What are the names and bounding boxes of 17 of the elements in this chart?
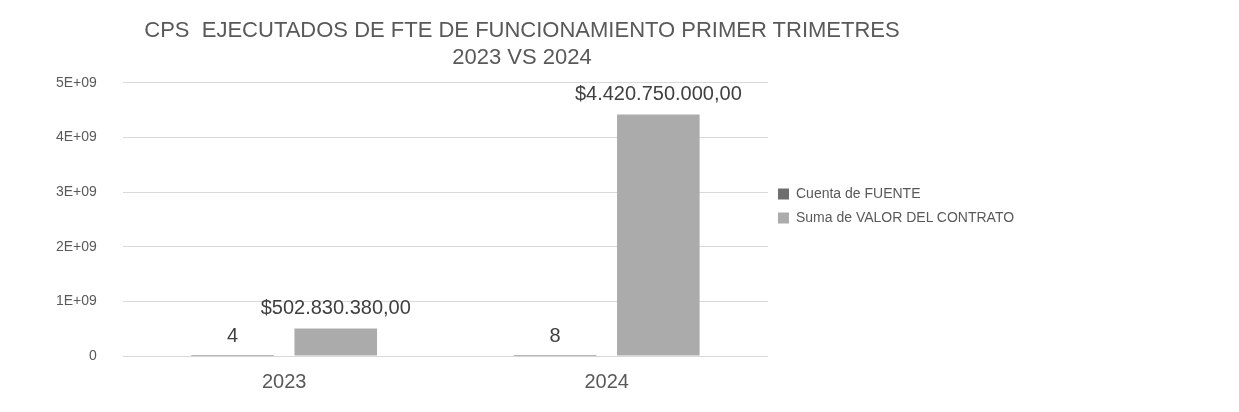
- data-label: 4: [226, 323, 239, 346]
- y-tick-label: 5E+09: [56, 73, 98, 90]
- chart-title: CPS EJECUTADOS DE FTE DE FUNCIONAMIENTO PRIMER TRIMETRES 2023 VS 2024: [144, 17, 900, 69]
- x-tick-label: 2023: [261, 369, 307, 392]
- bar: [617, 114, 700, 356]
- y-tick-label: 2E+09: [56, 237, 98, 254]
- y-tick-label: 3E+09: [56, 182, 98, 199]
- data-label: 8: [549, 323, 561, 346]
- y-tick-label: 4E+09: [56, 128, 98, 145]
- bar: [294, 328, 378, 356]
- data-label: $502.830.380,00: [260, 296, 411, 319]
- x-tick-label: 2024: [584, 369, 629, 392]
- y-tick-label: 0: [89, 346, 98, 363]
- data-label: $4.420.750.000,00: [574, 81, 742, 104]
- legend-label: Cuenta de FUENTE: [796, 184, 921, 201]
- y-tick-label: 1E+09: [56, 292, 98, 309]
- legend-label: Suma de VALOR DEL CONTRATO: [796, 208, 1015, 225]
